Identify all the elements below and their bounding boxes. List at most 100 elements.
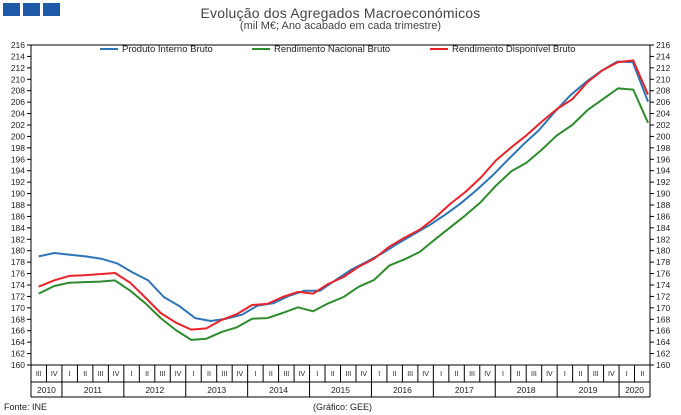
x-year-label: 2013 [207, 385, 226, 395]
x-tick-label: IV [237, 371, 244, 378]
x-tick-label: II [640, 371, 644, 378]
x-year-label: 2012 [145, 385, 164, 395]
x-tick-label: I [440, 371, 442, 378]
plot-frame [30, 44, 651, 366]
y-tick-label-left: 168 [11, 314, 25, 324]
x-tick-label: II [145, 371, 149, 378]
y-tick-label-left: 180 [11, 246, 25, 256]
x-tick-label: II [331, 371, 335, 378]
y-tick-label-right: 212 [656, 63, 670, 73]
y-tick-label-right: 166 [656, 326, 670, 336]
y-tick-label-right: 206 [656, 97, 670, 107]
y-tick-label-right: 200 [656, 131, 670, 141]
x-tick-label: I [626, 371, 628, 378]
x-tick-label: I [131, 371, 133, 378]
y-tick-label-left: 192 [11, 177, 25, 187]
y-tick-label-left: 162 [11, 349, 25, 359]
x-tick-label: II [393, 371, 397, 378]
y-tick-label-right: 196 [656, 154, 670, 164]
y-tick-label-right: 216 [656, 40, 670, 50]
y-tick-label-left: 210 [11, 74, 25, 84]
x-tick-label: I [69, 371, 71, 378]
logo-block-1 [3, 3, 20, 16]
x-tick-label: III [407, 371, 413, 378]
x-tick-label: IV [299, 371, 306, 378]
y-tick-label-right: 176 [656, 269, 670, 279]
y-tick-label-right: 192 [656, 177, 670, 187]
y-tick-label-left: 172 [11, 291, 25, 301]
y-tick-label-left: 178 [11, 257, 25, 267]
legend-label: Rendimento Disponível Bruto [452, 44, 576, 55]
y-tick-label-right: 190 [656, 189, 670, 199]
y-tick-label-right: 210 [656, 74, 670, 84]
y-tick-label-right: 202 [656, 120, 670, 130]
y-tick-label-right: 188 [656, 200, 670, 210]
y-tick-label-left: 184 [11, 223, 25, 233]
y-tick-label-left: 202 [11, 120, 25, 130]
series-line-1 [38, 60, 649, 322]
y-tick-label-left: 186 [11, 211, 25, 221]
x-tick-label: I [254, 371, 256, 378]
y-tick-label-left: 160 [11, 360, 25, 370]
x-year-label: 2017 [455, 385, 474, 395]
y-tick-label-right: 208 [656, 86, 670, 96]
logo-block-3 [43, 3, 60, 16]
x-tick-label: I [502, 371, 504, 378]
logo-block-2 [23, 3, 40, 16]
y-tick-label-right: 174 [656, 280, 670, 290]
y-tick-label-left: 208 [11, 86, 25, 96]
legend-label: Produto Interno Bruto [122, 44, 213, 55]
y-tick-label-right: 214 [656, 51, 670, 61]
y-tick-label-left: 196 [11, 154, 25, 164]
x-year-label: 2018 [517, 385, 536, 395]
x-tick-label: II [83, 371, 87, 378]
y-tick-label-right: 194 [656, 166, 670, 176]
series-line-3 [38, 59, 649, 331]
source-note: Fonte: INE [4, 402, 48, 412]
x-tick-label: III [345, 371, 351, 378]
y-tick-label-left: 166 [11, 326, 25, 336]
y-tick-label-left: 190 [11, 189, 25, 199]
y-tick-label-right: 160 [656, 360, 670, 370]
x-tick-label: IV [422, 371, 429, 378]
y-tick-label-right: 164 [656, 337, 670, 347]
y-tick-label-left: 204 [11, 109, 25, 119]
y-tick-label-left: 174 [11, 280, 25, 290]
y-tick-label-left: 200 [11, 131, 25, 141]
chart-credit: (Gráfico: GEE) [313, 402, 373, 412]
x-tick-label: III [36, 371, 42, 378]
x-year-label: 2019 [579, 385, 598, 395]
y-tick-label-left: 188 [11, 200, 25, 210]
y-tick-label-left: 194 [11, 166, 25, 176]
x-tick-label: IV [113, 371, 120, 378]
y-tick-label-left: 206 [11, 97, 25, 107]
x-tick-label: III [531, 371, 537, 378]
x-tick-label: II [455, 371, 459, 378]
x-tick-label: I [564, 371, 566, 378]
x-tick-label: IV [484, 371, 491, 378]
x-year-label: 2016 [393, 385, 412, 395]
x-tick-label: III [222, 371, 228, 378]
y-tick-label-right: 186 [656, 211, 670, 221]
y-tick-label-left: 176 [11, 269, 25, 279]
chart-subtitle: (mil M€; Ano acabado em cada trimestre) [239, 20, 442, 32]
y-tick-label-left: 164 [11, 337, 25, 347]
x-year-label: 2014 [269, 385, 288, 395]
x-tick-label: IV [51, 371, 58, 378]
y-tick-label-right: 180 [656, 246, 670, 256]
y-tick-label-left: 212 [11, 63, 25, 73]
y-tick-label-right: 172 [656, 291, 670, 301]
y-tick-label-right: 170 [656, 303, 670, 313]
y-tick-label-right: 182 [656, 234, 670, 244]
y-tick-label-right: 168 [656, 314, 670, 324]
x-tick-label: IV [546, 371, 553, 378]
x-year-label: 2015 [331, 385, 350, 395]
x-tick-label: IV [360, 371, 367, 378]
x-year-label: 2010 [37, 385, 56, 395]
x-tick-label: III [160, 371, 166, 378]
x-tick-label: II [517, 371, 521, 378]
y-tick-label-right: 204 [656, 109, 670, 119]
x-tick-label: IV [608, 371, 615, 378]
x-tick-label: II [207, 371, 211, 378]
